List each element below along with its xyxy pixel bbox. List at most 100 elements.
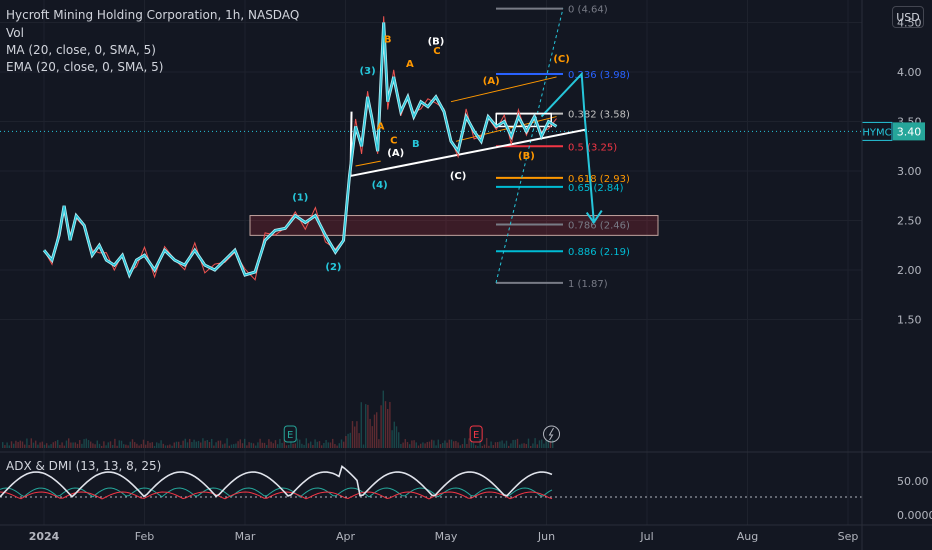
volume-bar: [48, 445, 50, 448]
volume-bar: [378, 439, 380, 448]
volume-bar: [180, 445, 182, 448]
volume-bar: [338, 443, 340, 448]
volume-bar: [437, 439, 439, 448]
volume-bar: [68, 438, 70, 448]
volume-bar: [4, 445, 6, 448]
wave-label: (1): [292, 193, 308, 204]
volume-bar: [404, 439, 406, 448]
price-tick-label: 4.50: [897, 17, 922, 30]
volume-bar: [112, 444, 114, 448]
volume-bar: [140, 444, 142, 448]
volume-bar: [263, 442, 266, 448]
volume-bar: [547, 440, 549, 448]
volume-bar: [50, 444, 52, 448]
volume-bar: [74, 442, 76, 448]
volume-bar: [208, 441, 211, 448]
volume-bar: [340, 439, 343, 448]
time-tick-label: Feb: [135, 530, 154, 543]
volume-bar: [464, 438, 466, 448]
volume-bar: [420, 443, 422, 448]
price-tick-label: 2.50: [897, 215, 922, 228]
volume-bar: [290, 441, 292, 448]
volume-bar: [206, 439, 208, 448]
volume-bar: [175, 441, 178, 448]
volume-bar: [171, 445, 173, 448]
volume-bar: [508, 445, 510, 448]
volume-bar: [217, 440, 219, 448]
volume-bar: [519, 444, 521, 448]
volume-bar: [257, 442, 259, 448]
volume-bar: [90, 441, 92, 448]
volume-bar: [373, 414, 376, 448]
volume-bar: [292, 443, 294, 448]
volume-bar: [259, 438, 261, 448]
volume-bar: [158, 443, 160, 448]
volume-bar: [499, 441, 501, 448]
volume-bar: [52, 442, 54, 448]
volume-bar: [371, 426, 373, 448]
volume-bar: [28, 445, 30, 448]
volume-bar: [431, 439, 433, 448]
volume-bar: [39, 442, 41, 448]
adx-line: [0, 465, 553, 498]
volume-bar: [349, 432, 351, 448]
volume-bar: [382, 390, 384, 448]
fib-trend-line: [495, 8, 564, 283]
volume-bar: [488, 445, 490, 448]
volume-bar: [8, 445, 10, 448]
volume-bar: [200, 442, 202, 448]
volume-bar: [281, 442, 283, 448]
volume-bar: [186, 442, 189, 448]
volume-bar: [360, 402, 362, 448]
volume-bar: [334, 444, 336, 448]
wave-label: (C): [450, 171, 466, 182]
time-tick-label: Jul: [639, 530, 653, 543]
volume-bar: [195, 441, 197, 448]
volume-bar: [127, 445, 129, 448]
volume-bar: [435, 445, 437, 448]
currency-button[interactable]: USD: [892, 6, 924, 28]
volume-bar: [272, 443, 274, 448]
volume-bar: [453, 441, 455, 448]
earnings-marker-label: E: [287, 430, 293, 441]
volume-bar: [125, 444, 127, 448]
price-tick-label: 3.00: [897, 165, 922, 178]
support-zone[interactable]: [249, 215, 659, 236]
fib-level-label: 0 (4.64): [568, 5, 608, 16]
volume-bar: [490, 441, 492, 448]
fibonacci-retracement[interactable]: -0.236 (5.29)0 (4.64)0.236 (3.98)0.382 (…: [495, 0, 634, 290]
volume-bar: [21, 441, 24, 448]
volume-bar: [461, 444, 464, 448]
volume-bar: [439, 444, 442, 448]
volume-bar: [32, 442, 35, 448]
volume-bar: [409, 444, 411, 448]
volume-bar: [103, 441, 105, 448]
volume-bar: [138, 445, 140, 448]
volume-bar: [145, 444, 147, 448]
volume-bar: [532, 443, 534, 448]
volume-bar: [541, 439, 543, 448]
volume-bar: [222, 444, 224, 448]
volume-bar: [59, 444, 61, 448]
time-axis[interactable]: 2024 Feb Mar Apr May Jun Jul Aug Sep: [29, 530, 859, 543]
volume-bar: [109, 441, 112, 448]
volume-bar: [233, 444, 235, 448]
legend-ma[interactable]: MA (20, close, 0, SMA, 5): [6, 43, 156, 57]
volume-bar: [475, 445, 477, 448]
volume-bar: [477, 445, 479, 448]
volume-bar: [483, 444, 486, 448]
fib-level-label: 0.886 (2.19): [568, 247, 630, 258]
volume-bar: [288, 444, 290, 448]
time-tick-label: Sep: [838, 530, 859, 543]
volume-bar: [424, 443, 426, 448]
volume-bar: [235, 443, 237, 448]
legend-vol[interactable]: Vol: [6, 26, 24, 40]
volume-bar: [162, 443, 164, 448]
fib-level-label: 0.65 (2.84): [568, 183, 624, 194]
volume-bar: [204, 440, 206, 448]
channel-top-line: [450, 76, 557, 103]
legend-ema[interactable]: EMA (20, close, 0, SMA, 5): [6, 60, 164, 74]
